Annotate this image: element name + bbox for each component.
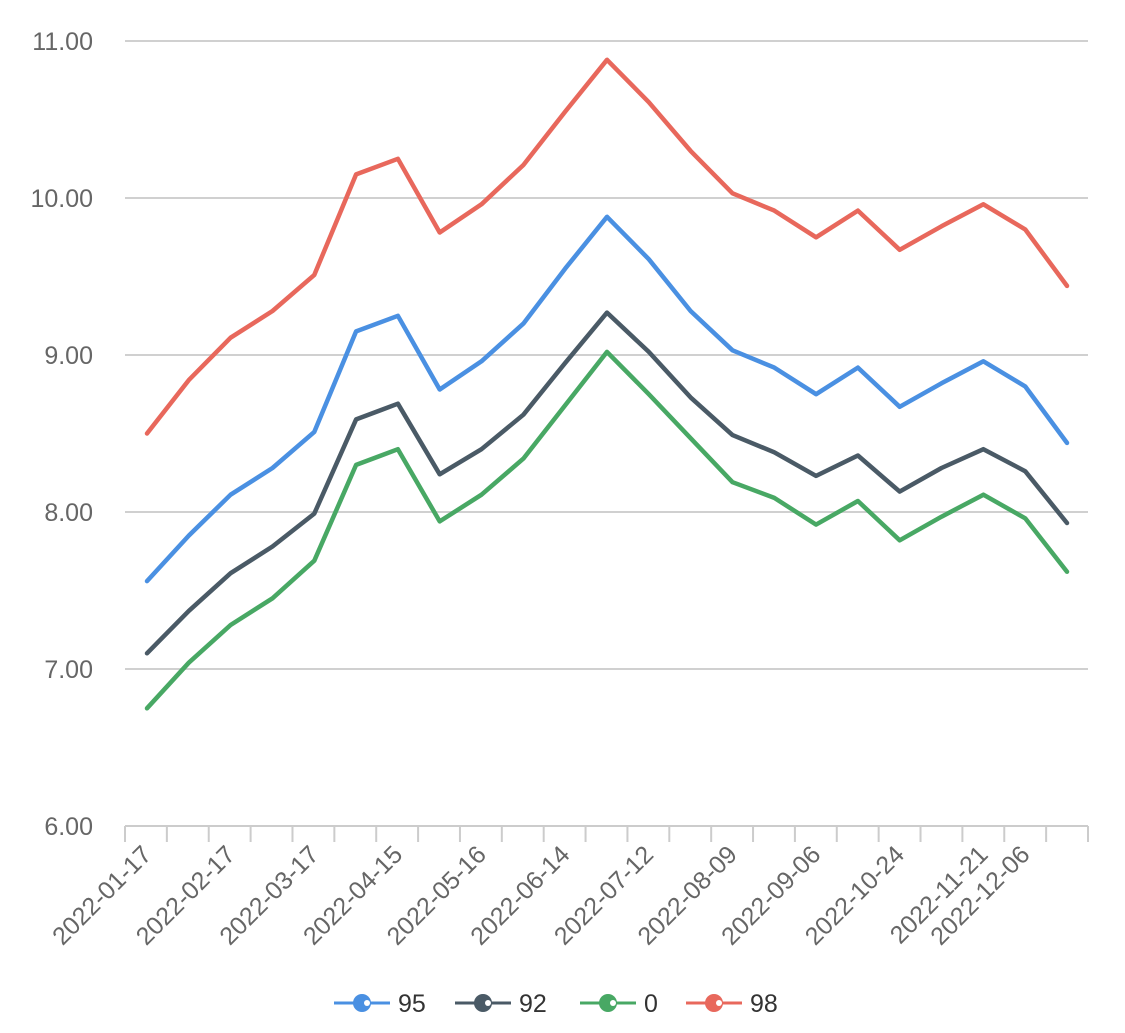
legend-item-98[interactable]: 98 bbox=[686, 990, 778, 1018]
y-tick-label: 8.00 bbox=[44, 499, 93, 527]
legend-item-0[interactable]: 0 bbox=[580, 990, 658, 1018]
legend-label: 0 bbox=[644, 990, 658, 1018]
legend-marker bbox=[705, 994, 723, 1012]
legend-marker-dot bbox=[364, 1000, 370, 1006]
legend-label: 98 bbox=[750, 990, 778, 1018]
y-tick-label: 11.00 bbox=[32, 28, 93, 56]
legend-label: 95 bbox=[398, 990, 426, 1018]
legend-label: 92 bbox=[519, 990, 547, 1018]
series-lines bbox=[144, 57, 1070, 711]
series-line-95 bbox=[144, 214, 1070, 584]
legend-marker bbox=[599, 994, 617, 1012]
legend-item-92[interactable]: 92 bbox=[455, 990, 547, 1018]
y-tick-label: 9.00 bbox=[44, 342, 93, 370]
legend-marker bbox=[474, 994, 492, 1012]
legend-marker-dot bbox=[716, 1000, 722, 1006]
x-axis: 2022-01-172022-02-172022-03-172022-04-15… bbox=[47, 825, 1089, 951]
y-tick-label: 7.00 bbox=[44, 656, 93, 684]
legend-item-95[interactable]: 95 bbox=[334, 990, 426, 1018]
series-line-92 bbox=[144, 310, 1070, 656]
y-axis-ticks: 6.00 7.00 8.00 9.00 10.00 11.00 bbox=[30, 28, 93, 841]
y-tick-label: 6.00 bbox=[44, 813, 93, 841]
y-tick-label: 10.00 bbox=[30, 185, 93, 213]
legend-marker bbox=[353, 994, 371, 1012]
legend-marker-dot bbox=[485, 1000, 491, 1006]
legend: 95 92 0 98 bbox=[334, 990, 778, 1018]
legend-marker-dot bbox=[610, 1000, 616, 1006]
series-line-98 bbox=[144, 57, 1070, 436]
series-line-0 bbox=[144, 349, 1070, 711]
